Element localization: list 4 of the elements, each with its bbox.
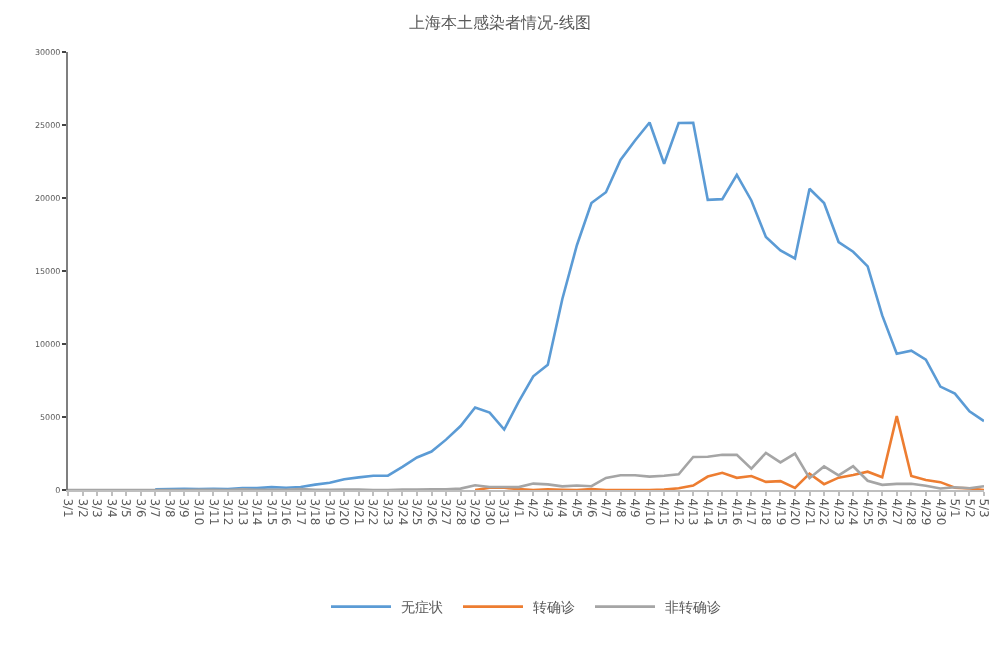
line-series (473, 414, 984, 490)
chart-title: 上海本土感染者情况-线图 (409, 13, 591, 32)
line-series (68, 451, 984, 490)
line-series (153, 121, 984, 490)
